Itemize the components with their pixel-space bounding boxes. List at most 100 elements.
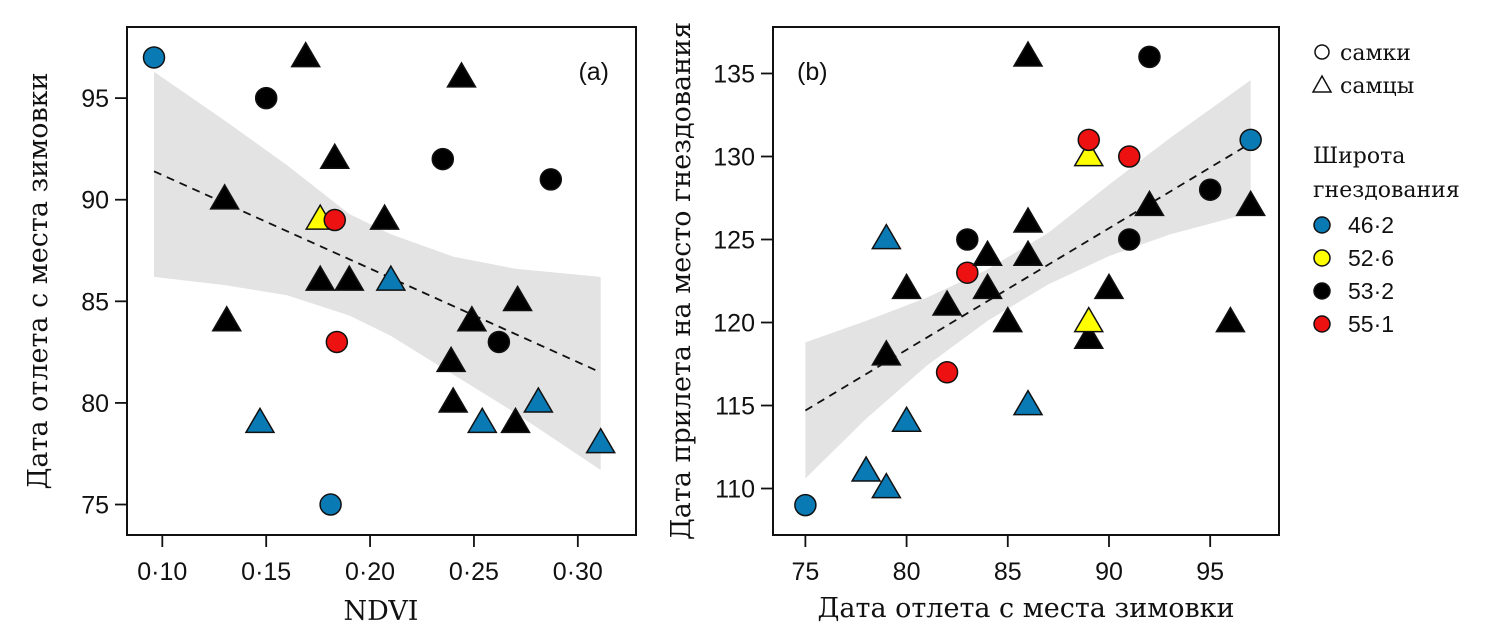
data-point-male: [319, 142, 351, 169]
data-point-male: [850, 455, 882, 482]
y-tick-label: 80: [81, 390, 109, 418]
confidence-band-a: [154, 71, 601, 470]
data-point-male: [211, 305, 243, 332]
legend-male-icon: [1311, 74, 1333, 93]
legend-female-icon: [1314, 44, 1330, 60]
y-axis-title-a: Дата отлета с места зимовки: [23, 72, 54, 489]
data-point-male: [891, 405, 922, 432]
legend-latitude-label: 46·2: [1348, 212, 1394, 238]
data-point-female: [1138, 45, 1161, 69]
data-point-male: [1073, 322, 1105, 349]
plot-frame-b: [772, 26, 1280, 536]
data-point-female: [325, 330, 349, 354]
ci-band-b-group: [805, 80, 1251, 479]
data-point-female: [956, 261, 979, 284]
data-point-female: [254, 86, 278, 110]
data-point-male: [1012, 389, 1044, 416]
legend-latitude-label: 53·2: [1348, 278, 1394, 304]
data-point-female: [1117, 145, 1141, 168]
data-point-male: [369, 203, 400, 230]
plot-frame-a: [126, 26, 637, 536]
data-point-male: [290, 41, 321, 68]
data-point-male: [871, 472, 902, 499]
data-point-male: [1235, 189, 1266, 217]
panel-a: 0·10 0·15 0·20 0·25 0·30 75 80 85 90 95 (a) NDVI…: [23, 26, 637, 627]
regression-a-group: [153, 170, 602, 374]
x-axis-title-b: Дата отлета с места зимовки: [817, 593, 1234, 624]
data-point-male: [466, 406, 498, 434]
data-point-female: [487, 330, 511, 354]
data-point-female: [1239, 128, 1262, 152]
y-tick-label: 85: [81, 288, 109, 316]
x-ticks-a: 0·10 0·15 0·20 0·25 0·30: [137, 535, 603, 586]
data-point-female: [794, 493, 817, 517]
legend-latitude-swatch: [1313, 216, 1331, 234]
data-point-female: [1117, 228, 1141, 251]
data-point-male: [1134, 189, 1165, 217]
x-tick-label: 0·25: [449, 558, 499, 586]
y-ticks-b: 110 115 120 125 130 135: [713, 60, 773, 504]
x-tick-label: 0·10: [137, 558, 187, 586]
data-point-female: [539, 168, 563, 191]
data-point-female: [142, 46, 166, 69]
x-axis-title-a: NDVI: [344, 596, 419, 627]
y-tick-label: 135: [713, 60, 755, 88]
panel-label-b: (b): [797, 58, 828, 86]
data-point-male: [871, 223, 902, 250]
points-a-group: [142, 41, 616, 516]
x-tick-label: 85: [994, 558, 1022, 586]
ci-band-a-group: [154, 71, 601, 470]
data-point-male: [931, 289, 963, 316]
legend: самки самцы Широта гнездования 46·2 52·6 5…: [1311, 41, 1460, 337]
regression-line-a: [153, 170, 602, 374]
legend-latitude-swatch: [1313, 315, 1331, 333]
data-point-male: [500, 406, 531, 434]
legend-title-line2: гнездования: [1313, 178, 1460, 203]
points-b-group: [794, 40, 1266, 517]
data-point-male: [871, 339, 902, 366]
data-point-male: [437, 386, 469, 413]
data-point-male: [1073, 306, 1105, 333]
y-tick-label: 130: [713, 143, 755, 171]
data-point-male: [1215, 306, 1246, 333]
y-ticks-a: 75 80 85 90 95: [81, 85, 127, 520]
data-point-male: [304, 264, 336, 291]
data-point-male: [891, 272, 922, 300]
confidence-band-b: [805, 80, 1251, 479]
data-point-male: [1012, 239, 1044, 266]
legend-latitude-label: 55·1: [1348, 311, 1394, 337]
x-tick-label: 0·20: [345, 558, 395, 586]
data-point-male: [435, 345, 467, 373]
x-tick-label: 0·15: [241, 558, 291, 586]
data-point-male: [1073, 140, 1105, 167]
y-tick-label: 90: [81, 187, 109, 215]
data-point-female: [1077, 128, 1100, 152]
data-point-male: [375, 264, 407, 291]
data-point-male: [502, 284, 533, 312]
y-tick-label: 75: [81, 492, 109, 520]
data-point-male: [1012, 40, 1044, 67]
data-point-male: [333, 264, 365, 291]
legend-latitude-label: 52·6: [1348, 245, 1394, 271]
y-tick-label: 95: [81, 85, 109, 113]
x-tick-label: 90: [1095, 558, 1123, 586]
x-tick-label: 80: [893, 558, 921, 586]
y-axis-title-b: Дата прилета на место гнездования: [666, 22, 697, 540]
x-tick-label: 75: [791, 558, 819, 586]
data-point-male: [1093, 272, 1125, 300]
y-tick-label: 125: [713, 226, 755, 254]
data-point-female: [319, 493, 342, 516]
data-point-male: [992, 306, 1024, 333]
legend-title-line1: Широта: [1313, 144, 1405, 169]
data-point-female: [323, 208, 347, 232]
x-ticks-b: 75 80 85 90 95: [791, 535, 1224, 586]
regression-line-b: [804, 142, 1252, 412]
legend-male-label: самцы: [1340, 74, 1414, 99]
regression-b-group: [804, 142, 1252, 412]
y-tick-label: 120: [713, 310, 755, 338]
data-point-male: [585, 427, 616, 454]
data-point-male: [456, 305, 488, 332]
data-point-female: [1198, 178, 1222, 201]
data-point-female: [935, 361, 959, 384]
legend-latitudes: 46·2 52·6 53·2 55·1: [1313, 212, 1394, 337]
